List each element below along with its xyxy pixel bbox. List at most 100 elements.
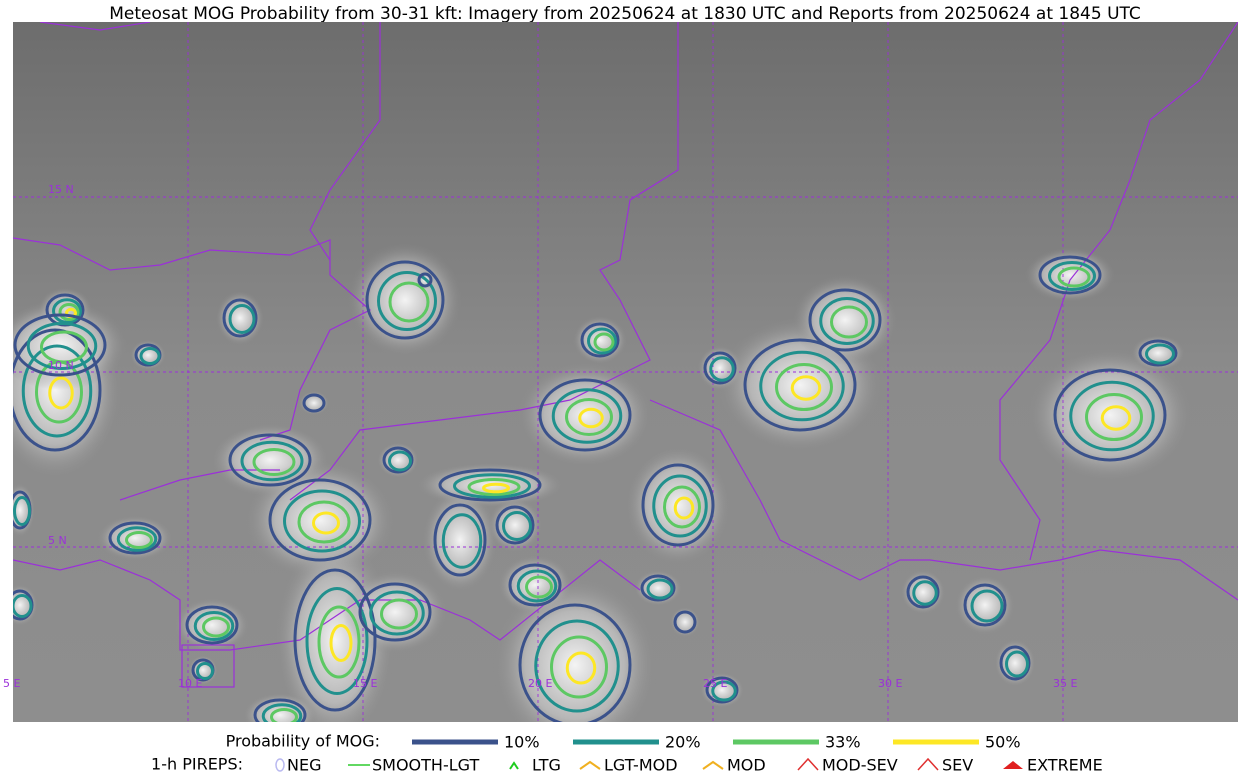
geo-labels: 15 N 10 N 5 N 5 E 10 E 15 E 20 E 25 E 30 E 35 E bbox=[3, 183, 1077, 690]
pirep-icon bbox=[275, 758, 285, 772]
contour bbox=[21, 344, 93, 438]
contour bbox=[283, 489, 361, 553]
contour bbox=[525, 575, 553, 599]
pirep-icon bbox=[579, 760, 601, 770]
pirep-icon bbox=[1003, 761, 1023, 769]
contour bbox=[441, 513, 483, 569]
lon-label: 25 E bbox=[703, 677, 727, 690]
contour bbox=[743, 338, 857, 432]
pirep-entry: MOD-SEV bbox=[797, 756, 898, 775]
contour bbox=[703, 351, 737, 385]
contour bbox=[196, 662, 214, 680]
map-title: Meteosat MOG Probability from 30-31 kft:… bbox=[109, 4, 1141, 24]
pirep-label: EXTREME bbox=[1027, 756, 1103, 775]
contour bbox=[551, 388, 623, 444]
contour bbox=[125, 531, 153, 549]
contour bbox=[1057, 266, 1091, 288]
contour bbox=[58, 303, 80, 321]
lon-label: 20 E bbox=[528, 677, 552, 690]
contour bbox=[253, 698, 307, 722]
pirep-icon bbox=[797, 757, 819, 771]
contour bbox=[1048, 261, 1096, 291]
contour bbox=[222, 298, 258, 338]
contour bbox=[13, 496, 31, 526]
borders bbox=[13, 22, 1238, 688]
cloud bbox=[13, 300, 128, 390]
contour bbox=[329, 624, 353, 662]
pirep-title: 1-h PIREPS: bbox=[151, 755, 243, 774]
contour bbox=[711, 680, 737, 702]
contour bbox=[1069, 380, 1155, 452]
legend: Probability of MOG: 1-h PIREPS: 10% 20% 33… bbox=[151, 732, 1103, 775]
contour bbox=[641, 463, 715, 547]
contour bbox=[580, 322, 620, 358]
contour bbox=[380, 598, 418, 630]
contour bbox=[538, 378, 632, 452]
contour bbox=[297, 500, 351, 544]
contour bbox=[317, 605, 361, 679]
pirep-icon bbox=[917, 757, 939, 771]
pirep-label: NEG bbox=[287, 756, 321, 775]
contour bbox=[640, 574, 676, 602]
contour bbox=[1053, 368, 1167, 462]
pirep-icon bbox=[702, 760, 724, 770]
contour bbox=[26, 322, 98, 370]
pirep-entry: NEG bbox=[275, 756, 321, 775]
contour bbox=[467, 478, 521, 496]
contour bbox=[433, 503, 487, 577]
contour bbox=[13, 313, 107, 377]
pirep-entry: MOD bbox=[702, 756, 766, 775]
contour bbox=[48, 376, 74, 410]
contour bbox=[293, 568, 377, 712]
contour bbox=[365, 260, 445, 340]
legend-label: 10% bbox=[504, 733, 540, 752]
contour bbox=[518, 603, 632, 722]
contour bbox=[673, 496, 695, 520]
pirep-entry: SEV bbox=[917, 756, 973, 775]
contour bbox=[13, 594, 33, 618]
contour bbox=[906, 575, 940, 609]
contour bbox=[830, 305, 868, 339]
contour bbox=[508, 563, 562, 607]
contours bbox=[13, 255, 1178, 722]
contour bbox=[252, 448, 296, 476]
contour bbox=[377, 271, 437, 331]
contour bbox=[495, 505, 535, 545]
pirep-label: LGT-MOD bbox=[604, 756, 678, 775]
contour bbox=[1138, 339, 1178, 367]
cloud bbox=[517, 362, 653, 468]
contour bbox=[999, 645, 1031, 681]
contour bbox=[228, 433, 312, 487]
contour bbox=[1038, 255, 1102, 295]
cloud bbox=[492, 575, 658, 722]
contour bbox=[646, 578, 674, 600]
contour bbox=[1085, 393, 1143, 441]
contour bbox=[970, 589, 1004, 623]
contour bbox=[578, 407, 604, 429]
contour bbox=[202, 616, 230, 638]
contour bbox=[705, 676, 739, 704]
contour bbox=[240, 440, 304, 482]
contour bbox=[663, 485, 701, 529]
lon-label: 35 E bbox=[1053, 677, 1077, 690]
lat-label: 5 N bbox=[48, 534, 67, 547]
pirep-label: MOD bbox=[727, 756, 766, 775]
contour bbox=[193, 611, 235, 641]
pirep-label: MOD-SEV bbox=[822, 756, 898, 775]
legend-title: Probability of MOG: bbox=[226, 732, 380, 751]
pirep-entry: EXTREME bbox=[1003, 756, 1103, 775]
contour bbox=[482, 482, 510, 494]
lon-label: 30 E bbox=[878, 677, 902, 690]
contour bbox=[382, 446, 414, 474]
contour bbox=[261, 703, 303, 722]
contour bbox=[502, 511, 532, 541]
contour bbox=[358, 582, 432, 642]
contour bbox=[1100, 405, 1132, 431]
contour bbox=[139, 347, 161, 365]
legend-label: 50% bbox=[985, 733, 1021, 752]
contour bbox=[1005, 650, 1029, 678]
contour bbox=[534, 619, 620, 713]
contour bbox=[388, 450, 412, 472]
contour bbox=[516, 569, 558, 603]
contour bbox=[388, 281, 430, 323]
